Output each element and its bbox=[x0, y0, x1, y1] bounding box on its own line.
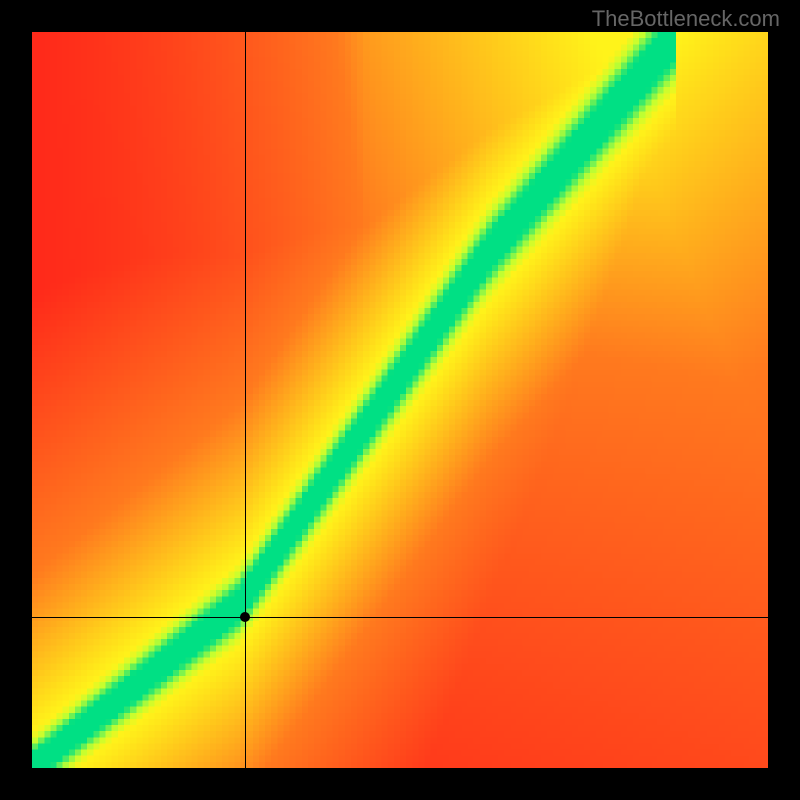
crosshair-horizontal bbox=[32, 617, 768, 618]
heatmap-canvas bbox=[32, 32, 768, 768]
crosshair-vertical bbox=[245, 32, 246, 768]
watermark-text: TheBottleneck.com bbox=[592, 6, 780, 32]
crosshair-point bbox=[240, 612, 250, 622]
bottleneck-heatmap bbox=[32, 32, 768, 768]
